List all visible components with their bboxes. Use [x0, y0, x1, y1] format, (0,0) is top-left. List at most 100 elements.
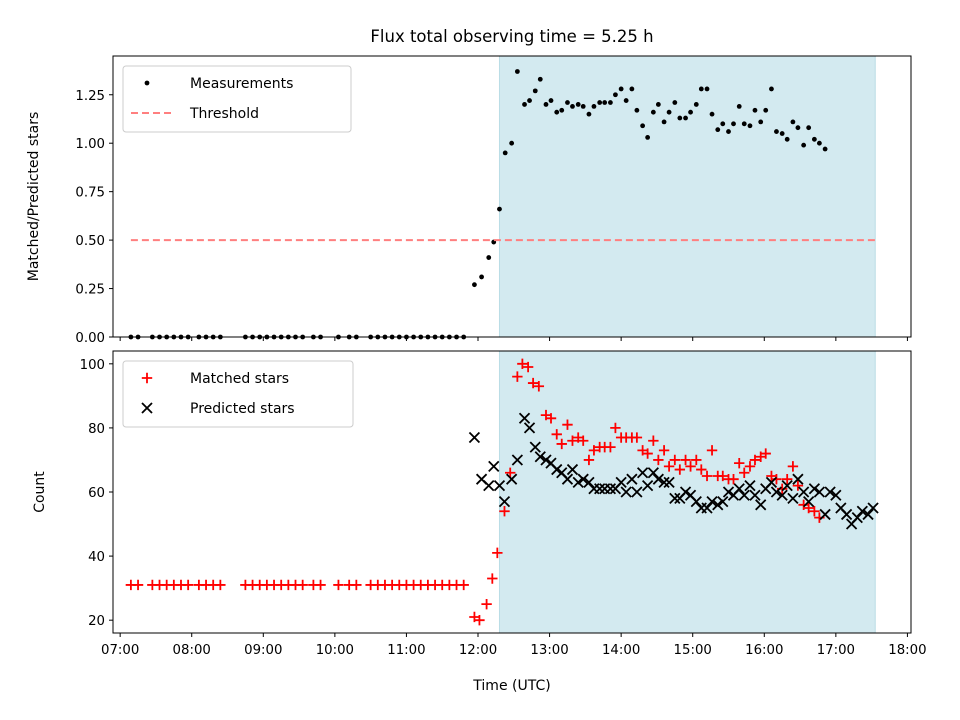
- data-point: [512, 371, 523, 382]
- data-point: [701, 502, 713, 514]
- y-tick-label: 0.75: [75, 186, 105, 201]
- y-tick-label: 0.50: [75, 234, 105, 249]
- data-point: [505, 467, 516, 478]
- data-point: [813, 486, 826, 498]
- data-point: [636, 467, 649, 479]
- legend-entry: Measurements: [190, 76, 293, 92]
- data-point: [731, 121, 736, 127]
- data-point: [803, 495, 815, 508]
- data-point: [523, 422, 536, 434]
- data-point: [182, 579, 194, 591]
- data-point: [565, 100, 570, 105]
- data-point: [497, 206, 502, 212]
- data-point: [690, 495, 702, 508]
- data-point: [801, 142, 807, 148]
- legend: Matched stars Predicted stars: [122, 360, 354, 428]
- y-tick-label: 60: [88, 486, 105, 501]
- legend-entry: Predicted stars: [190, 401, 295, 417]
- data-point: [486, 255, 492, 260]
- data-point: [763, 107, 769, 113]
- data-point: [655, 102, 661, 107]
- legend-entry: Threshold: [189, 106, 259, 122]
- data-point: [647, 467, 659, 479]
- data-point: [631, 432, 643, 443]
- data-point: [551, 429, 562, 440]
- data-point: [641, 479, 654, 492]
- data-point: [642, 448, 653, 459]
- data-point: [693, 102, 699, 107]
- data-point: [803, 502, 814, 514]
- data-point: [669, 454, 681, 466]
- data-point: [474, 614, 485, 626]
- data-point: [661, 119, 667, 125]
- data-point: [653, 454, 664, 466]
- data-point: [618, 86, 624, 92]
- data-point: [522, 361, 534, 373]
- data-point: [770, 486, 783, 498]
- data-point: [586, 111, 592, 117]
- x-tick-label: 13:00: [530, 643, 568, 658]
- data-point: [811, 136, 817, 142]
- data-point: [543, 102, 549, 107]
- data-point: [548, 98, 554, 103]
- y-axis-label: Matched/Predicted stars: [26, 112, 42, 282]
- data-point: [862, 508, 874, 521]
- data-point: [511, 454, 524, 466]
- data-point: [333, 579, 344, 591]
- data-point: [315, 579, 326, 591]
- data-point: [769, 86, 774, 92]
- observing-window-region: [499, 56, 876, 337]
- data-point: [795, 125, 801, 131]
- data-point: [856, 505, 868, 517]
- data-point: [583, 454, 595, 466]
- data-point: [631, 486, 643, 498]
- chart-title: Flux total observing time = 5.25 h: [370, 27, 653, 46]
- data-point: [776, 489, 788, 501]
- data-point: [529, 441, 541, 453]
- data-point: [645, 134, 651, 140]
- data-point: [792, 480, 804, 491]
- data-point: [575, 102, 581, 107]
- data-point: [580, 103, 586, 109]
- data-point: [610, 422, 621, 434]
- data-point: [685, 461, 696, 472]
- data-point: [514, 69, 520, 74]
- data-point: [488, 460, 500, 473]
- x-tick-label: 16:00: [745, 643, 783, 658]
- data-point: [297, 579, 308, 591]
- data-point: [498, 495, 511, 508]
- data-point: [679, 486, 692, 498]
- data-point: [696, 464, 707, 475]
- data-point: [715, 127, 721, 133]
- x-tick-label: 09:00: [244, 643, 282, 658]
- data-point: [540, 454, 552, 466]
- y-axis-label: Count: [32, 471, 48, 513]
- data-point: [739, 467, 750, 478]
- data-point: [744, 479, 756, 492]
- data-point: [578, 435, 589, 446]
- data-point: [822, 146, 828, 152]
- data-point: [561, 473, 574, 485]
- data-point: [663, 461, 675, 472]
- plot-frame: [112, 55, 912, 338]
- data-point: [481, 598, 492, 610]
- legend-swatch: [141, 402, 153, 414]
- data-point: [790, 119, 796, 125]
- data-point: [615, 476, 627, 489]
- series-matched-stars: [125, 358, 825, 626]
- data-point: [749, 489, 761, 501]
- data-point: [781, 473, 793, 485]
- x-tick-label: 08:00: [173, 643, 211, 658]
- data-point: [744, 461, 756, 472]
- data-point: [736, 103, 742, 109]
- data-point: [706, 445, 718, 456]
- panel-bottom: 20 40 60 80 100 07:00 08:00 09:00 10:00 11:00 12:0…: [32, 350, 927, 658]
- data-point: [551, 463, 563, 476]
- data-point: [652, 473, 664, 485]
- data-point: [806, 125, 812, 131]
- data-point: [808, 483, 821, 495]
- data-point: [634, 107, 640, 113]
- data-point: [517, 358, 528, 370]
- data-point: [623, 98, 629, 103]
- data-point: [824, 486, 836, 498]
